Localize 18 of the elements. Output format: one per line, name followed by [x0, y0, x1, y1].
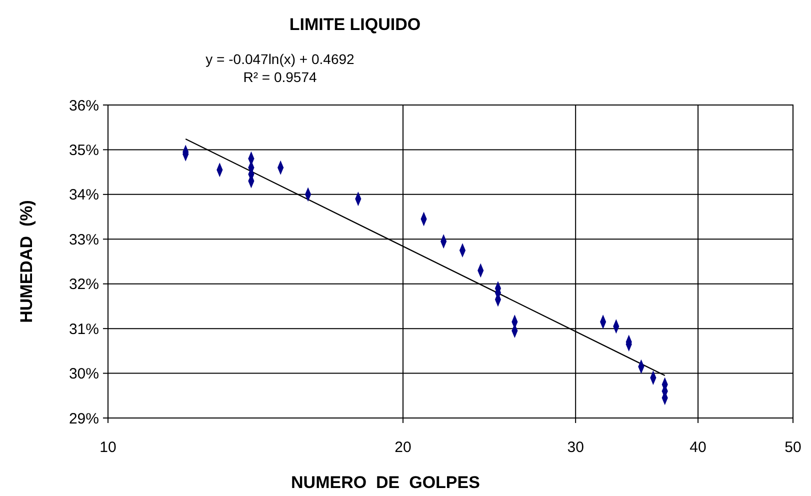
- x-axis-title: NUMERO DE GOLPES: [291, 473, 480, 492]
- y-tick-label: 35%: [68, 142, 99, 159]
- x-tick-label: 20: [394, 439, 412, 456]
- chart-title: LIMITE LIQUIDO: [289, 15, 421, 34]
- y-tick-label: 36%: [68, 97, 99, 114]
- y-tick-label: 32%: [68, 276, 99, 294]
- y-tick-label: 33%: [68, 231, 99, 248]
- x-tick-label: 40: [690, 439, 706, 456]
- text: y = -0.047ln(x) + 0.4692: [206, 51, 355, 67]
- y-tick-label: 29%: [68, 410, 99, 428]
- y-tick-label: 30%: [68, 366, 99, 383]
- x-tick-label: 50: [784, 439, 802, 456]
- y-tick-label: 31%: [68, 320, 99, 338]
- x-tick-label: 10: [100, 439, 116, 456]
- y-axis-title: HUMEDAD (%): [17, 200, 36, 323]
- x-tick-label: 30: [567, 439, 584, 456]
- y-tick-label: 34%: [68, 186, 99, 204]
- text: R² = 0.9574: [243, 69, 317, 85]
